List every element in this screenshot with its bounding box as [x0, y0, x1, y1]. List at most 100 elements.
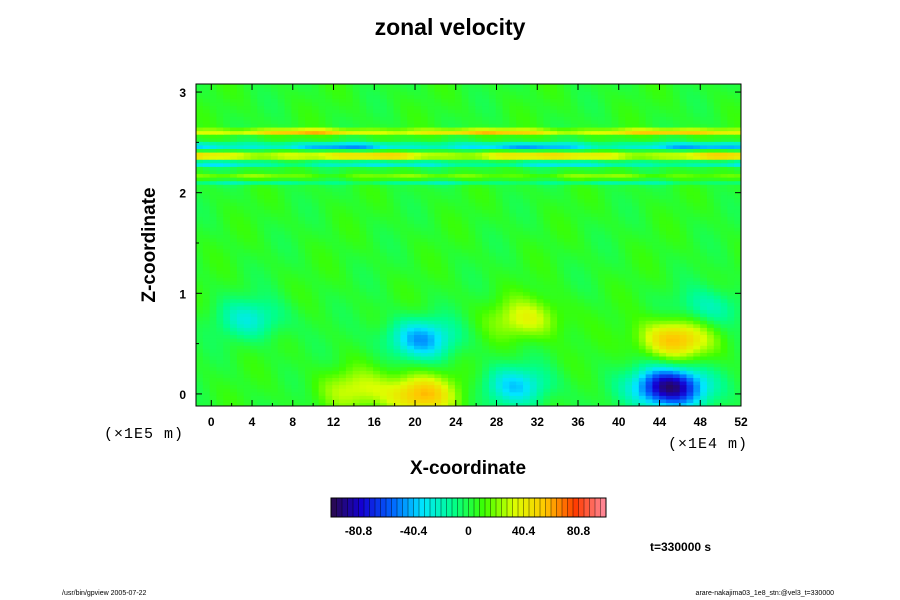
heatmap-cell — [196, 266, 204, 271]
heatmap-cell — [488, 320, 497, 325]
heatmap-cell — [666, 352, 674, 357]
heatmap-cell — [257, 212, 265, 217]
heatmap-cell — [604, 402, 613, 406]
heatmap-cell — [632, 270, 640, 275]
heatmap-cell — [202, 330, 211, 336]
heatmap-cell — [679, 219, 688, 225]
heatmap-cell — [509, 384, 517, 389]
heatmap-cell — [270, 284, 279, 289]
heatmap-cell — [270, 227, 279, 232]
heatmap-cell — [679, 334, 688, 339]
heatmap-cell — [236, 216, 245, 221]
heatmap-cell — [666, 209, 674, 214]
heatmap-cell — [434, 223, 442, 228]
heatmap-cell — [632, 248, 640, 253]
heatmap-cell — [550, 198, 558, 203]
heatmap-cell — [495, 395, 504, 400]
heatmap-cell — [523, 280, 531, 285]
heatmap-cell — [236, 202, 245, 207]
heatmap-cell — [454, 205, 463, 210]
heatmap-cell — [666, 302, 674, 307]
heatmap-cell — [393, 262, 401, 268]
heatmap-cell — [468, 370, 476, 375]
heatmap-cell — [557, 366, 565, 371]
heatmap-cell — [359, 302, 367, 307]
heatmap-cell — [543, 320, 551, 325]
heatmap-cell — [325, 380, 333, 386]
heatmap-cell — [652, 184, 660, 189]
heatmap-cell — [638, 266, 647, 271]
heatmap-cell — [577, 380, 585, 386]
heatmap-cell — [305, 184, 313, 189]
heatmap-cell — [257, 359, 265, 364]
heatmap-cell — [666, 194, 674, 200]
heatmap-cell — [461, 252, 470, 257]
heatmap-cell — [686, 309, 694, 314]
heatmap-cell — [495, 320, 504, 325]
heatmap-cell — [604, 298, 613, 303]
heatmap-cell — [577, 334, 585, 339]
heatmap-cell — [298, 323, 306, 328]
heatmap-cell — [277, 219, 286, 225]
heatmap-cell — [529, 388, 538, 393]
heatmap-cell — [352, 302, 361, 307]
heatmap-cell — [529, 277, 538, 282]
heatmap-cell — [563, 198, 572, 203]
heatmap-cell — [488, 209, 497, 214]
heatmap-cell — [236, 323, 245, 328]
heatmap-cell — [536, 194, 545, 200]
heatmap-cell — [352, 202, 361, 207]
heatmap-cell — [359, 198, 367, 203]
heatmap-cell — [379, 327, 388, 332]
heatmap-cell — [502, 323, 510, 328]
heatmap-cell — [482, 338, 490, 343]
heatmap-cell — [625, 191, 633, 196]
heatmap-cell — [373, 348, 381, 353]
heatmap-cell — [427, 270, 436, 275]
heatmap-cell — [352, 180, 361, 185]
heatmap-cell — [468, 284, 476, 289]
heatmap-cell — [570, 309, 579, 314]
heatmap-cell — [236, 359, 245, 364]
heatmap-cell — [468, 388, 476, 393]
heatmap-cell — [434, 202, 442, 207]
heatmap-cell — [223, 284, 231, 289]
heatmap-cell — [339, 395, 347, 400]
heatmap-cell — [305, 255, 313, 260]
heatmap-cell — [550, 223, 558, 228]
heatmap-cell — [543, 384, 551, 389]
heatmap-cell — [693, 295, 701, 300]
heatmap-cell — [311, 359, 320, 364]
heatmap-cell — [679, 391, 688, 396]
heatmap-cell — [509, 248, 517, 253]
heatmap-cell — [604, 370, 613, 375]
heatmap-cell — [475, 305, 483, 310]
heatmap-cell — [379, 305, 388, 310]
heatmap-cell — [386, 202, 395, 207]
heatmap-cell — [454, 384, 463, 389]
heatmap-cell — [659, 398, 667, 404]
heatmap-cell — [516, 373, 524, 378]
heatmap-cell — [284, 359, 292, 364]
heatmap-cell — [305, 312, 313, 318]
heatmap-cell — [529, 359, 538, 364]
heatmap-cell — [209, 345, 218, 350]
heatmap-cell — [672, 194, 681, 200]
heatmap-cell — [693, 223, 701, 228]
heatmap-cell — [706, 219, 715, 225]
heatmap-cell — [659, 377, 667, 382]
heatmap-cell — [720, 352, 728, 357]
heatmap-cell — [291, 202, 299, 207]
heatmap-cell — [332, 223, 340, 228]
heatmap-cell — [543, 316, 551, 321]
heatmap-cell — [448, 377, 456, 382]
heatmap-cell — [386, 287, 395, 293]
heatmap-cell — [597, 309, 606, 314]
heatmap-cell — [407, 219, 415, 225]
heatmap-cell — [700, 266, 708, 271]
heatmap-cell — [563, 241, 572, 246]
heatmap-cell — [584, 345, 592, 350]
heatmap-cell — [543, 241, 551, 246]
heatmap-cell — [563, 280, 572, 285]
heatmap-cell — [666, 234, 674, 239]
